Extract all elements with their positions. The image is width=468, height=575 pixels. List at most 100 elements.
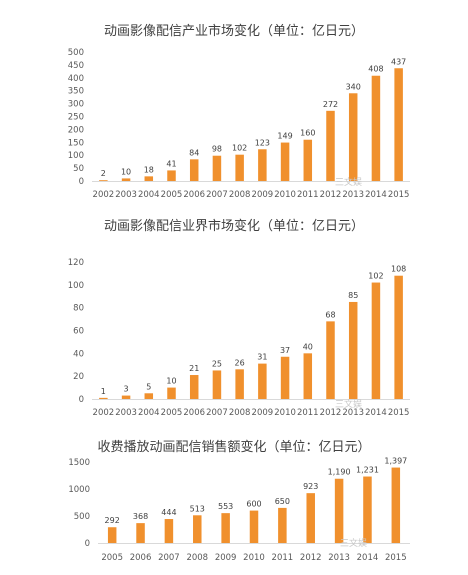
x-tick-label: 2002 xyxy=(93,190,115,200)
y-tick-label: 500 xyxy=(68,48,84,58)
y-tick-label: 500 xyxy=(74,512,90,522)
x-tick-label: 2002 xyxy=(93,408,115,418)
data-label: 10 xyxy=(121,167,131,176)
y-tick-label: 350 xyxy=(68,87,84,97)
data-label: 98 xyxy=(212,145,222,154)
x-tick-label: 2009 xyxy=(252,408,274,418)
data-label: 108 xyxy=(391,265,406,274)
data-label: 37 xyxy=(280,346,290,355)
data-label: 160 xyxy=(300,129,315,138)
data-label: 5 xyxy=(146,382,151,391)
x-tick-label: 2013 xyxy=(342,190,364,200)
x-tick-label: 2011 xyxy=(272,553,294,563)
data-label: 1,231 xyxy=(356,466,379,475)
x-tick-label: 2005 xyxy=(161,408,183,418)
bar xyxy=(212,155,222,181)
x-tick-label: 2010 xyxy=(274,408,296,418)
data-label: 444 xyxy=(161,508,176,517)
bar xyxy=(391,467,401,543)
bar-chart-3: 0 500 1000 1500 292 2005 368 2006 444 2007 513 2008… xyxy=(68,457,410,563)
x-tick-label: 2005 xyxy=(101,553,123,563)
data-label: 600 xyxy=(246,500,261,509)
x-tick-label: 2010 xyxy=(243,553,265,563)
data-label: 368 xyxy=(133,512,148,521)
data-label: 3 xyxy=(124,385,129,394)
bar xyxy=(144,176,154,181)
x-tick-label: 2014 xyxy=(357,553,379,563)
y-tick-label: 100 xyxy=(68,151,84,161)
x-tick-label: 2015 xyxy=(388,408,410,418)
x-tick-label: 2015 xyxy=(385,553,407,563)
data-label: 102 xyxy=(232,144,247,153)
chart-panel-1: 动画影像配信产业市场变化（单位：亿日元） 0 50 100 150 200 250 300 3… xyxy=(0,0,468,210)
watermark-text: 三文娱 xyxy=(340,537,367,549)
bar xyxy=(167,170,176,181)
data-label: 25 xyxy=(212,359,222,368)
bar xyxy=(278,507,287,543)
data-label: 272 xyxy=(323,100,338,109)
x-tick-label: 2008 xyxy=(229,190,251,200)
bar xyxy=(394,275,403,399)
data-label: 26 xyxy=(235,358,245,367)
data-label: 84 xyxy=(189,148,199,157)
bar xyxy=(306,493,315,543)
bar xyxy=(371,282,381,399)
bar xyxy=(280,356,290,399)
x-tick-label: 2013 xyxy=(342,408,364,418)
data-label: 1 xyxy=(101,387,106,396)
bar xyxy=(189,159,199,181)
y-tick-label: 450 xyxy=(68,61,84,71)
x-tick-label: 2007 xyxy=(206,190,228,200)
data-label: 340 xyxy=(346,82,361,91)
y-tick-label: 60 xyxy=(73,327,84,337)
y-tick-label: 40 xyxy=(73,349,84,359)
chart-panel-2: 动画影像配信业界市场变化（单位：亿日元） 0 20 40 60 80 100 120 1 200… xyxy=(0,210,468,420)
bar xyxy=(144,393,154,399)
watermark-text: 三文娱 xyxy=(335,398,362,410)
x-tick-label: 2009 xyxy=(252,190,274,200)
data-label: 437 xyxy=(391,57,406,66)
x-tick-label: 2008 xyxy=(186,553,208,563)
chart-title: 动画影像配信业界市场变化（单位：亿日元） xyxy=(103,219,364,234)
y-tick-label: 120 xyxy=(68,258,84,268)
data-label: 10 xyxy=(166,377,176,386)
data-label: 41 xyxy=(166,159,176,168)
data-label: 1,190 xyxy=(328,468,351,477)
x-tick-label: 2004 xyxy=(138,408,160,418)
data-label: 408 xyxy=(368,65,383,74)
bar xyxy=(394,68,403,181)
bar-chart-2: 0 20 40 60 80 100 120 1 2002 3 2003 5 2004 10 2005 21 20… xyxy=(68,258,410,418)
x-tick-label: 2010 xyxy=(274,190,296,200)
y-tick-label: 0 xyxy=(85,539,90,549)
y-tick-label: 300 xyxy=(68,100,84,110)
y-tick-label: 0 xyxy=(79,177,84,187)
bar xyxy=(136,523,145,543)
bar xyxy=(99,180,108,181)
data-label: 149 xyxy=(277,132,292,141)
bar xyxy=(258,149,267,181)
x-tick-label: 2004 xyxy=(138,190,160,200)
data-label: 21 xyxy=(189,364,199,373)
bar xyxy=(167,387,176,399)
bar xyxy=(303,139,313,181)
data-label: 292 xyxy=(105,516,120,525)
y-tick-label: 0 xyxy=(79,395,84,405)
bar xyxy=(334,478,344,543)
x-tick-label: 2014 xyxy=(365,190,387,200)
data-label: 923 xyxy=(303,482,318,491)
x-tick-label: 2006 xyxy=(183,190,205,200)
bar xyxy=(303,353,313,399)
bar xyxy=(212,370,222,399)
data-label: 2 xyxy=(101,169,106,178)
data-label: 1,397 xyxy=(384,457,407,466)
y-tick-label: 20 xyxy=(73,372,84,382)
x-tick-label: 2005 xyxy=(161,190,183,200)
data-label: 68 xyxy=(325,310,335,319)
bar xyxy=(107,527,117,543)
bar xyxy=(363,476,372,543)
data-label: 85 xyxy=(348,291,358,300)
data-label: 18 xyxy=(144,165,154,174)
bar xyxy=(189,375,199,399)
x-tick-label: 2003 xyxy=(115,408,137,418)
data-label: 513 xyxy=(190,504,205,513)
